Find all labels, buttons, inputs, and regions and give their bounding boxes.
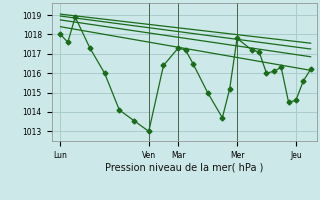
X-axis label: Pression niveau de la mer( hPa ): Pression niveau de la mer( hPa ) xyxy=(105,163,263,173)
